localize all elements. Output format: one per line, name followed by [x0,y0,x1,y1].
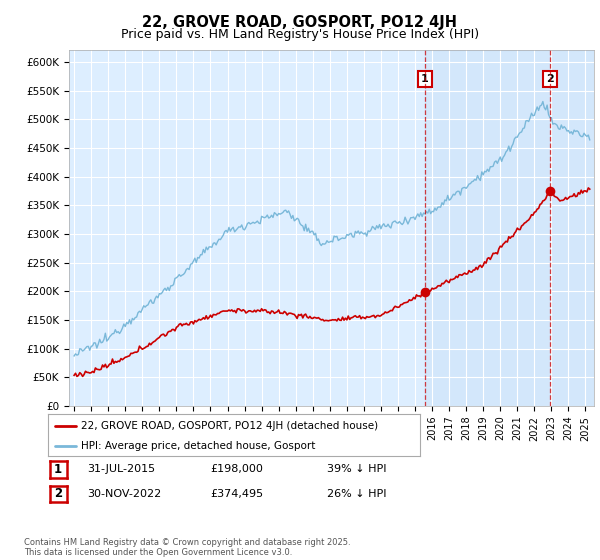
Text: 30-NOV-2022: 30-NOV-2022 [87,489,161,499]
Text: 26% ↓ HPI: 26% ↓ HPI [327,489,386,499]
Text: Contains HM Land Registry data © Crown copyright and database right 2025.
This d: Contains HM Land Registry data © Crown c… [24,538,350,557]
Text: HPI: Average price, detached house, Gosport: HPI: Average price, detached house, Gosp… [82,441,316,451]
Text: 22, GROVE ROAD, GOSPORT, PO12 4JH: 22, GROVE ROAD, GOSPORT, PO12 4JH [143,15,458,30]
Bar [425,50,594,406]
Text: £198,000: £198,000 [210,464,263,474]
Text: 1: 1 [54,463,62,476]
Text: Price paid vs. HM Land Registry's House Price Index (HPI): Price paid vs. HM Land Registry's House … [121,28,479,41]
Text: £374,495: £374,495 [210,489,263,499]
Text: 1: 1 [421,74,429,84]
Text: 2: 2 [546,74,554,84]
Text: 2: 2 [54,487,62,501]
Text: 39% ↓ HPI: 39% ↓ HPI [327,464,386,474]
Text: 22, GROVE ROAD, GOSPORT, PO12 4JH (detached house): 22, GROVE ROAD, GOSPORT, PO12 4JH (detac… [82,421,379,431]
Text: 31-JUL-2015: 31-JUL-2015 [87,464,155,474]
